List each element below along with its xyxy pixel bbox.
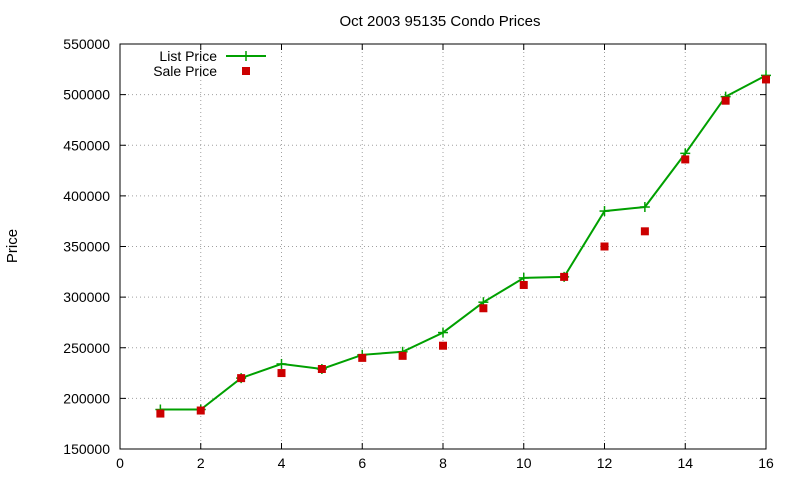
sale-price-point [237,374,246,383]
sale-price-point [560,272,569,281]
sale-price-point [398,351,407,360]
x-tick-label: 12 [597,455,613,471]
list-price-point [438,327,448,338]
legend-label: Sale Price [153,63,217,79]
y-tick-label: 400000 [63,188,110,204]
sale-price-point [519,280,528,289]
sale-price-point [156,409,165,418]
y-tick-label: 300000 [63,289,110,305]
sale-price-point [600,242,609,251]
sale-price-point [640,227,649,236]
list-price-point [599,206,610,217]
x-tick-label: 14 [677,455,693,471]
sale-price-point [479,304,488,313]
legend-label: List Price [159,48,217,64]
sale-price-point [196,406,205,415]
sale-price-point [277,369,286,378]
list-price-line [160,74,767,411]
y-tick-label: 350000 [63,239,110,255]
list-price-point [276,358,287,369]
sale-price-point [317,365,326,374]
x-tick-label: 16 [758,455,774,471]
x-tick-label: 8 [439,455,447,471]
chart-title: Oct 2003 95135 Condo Prices [340,13,541,30]
x-tick-label: 2 [197,455,205,471]
list-price-point [639,202,650,213]
sale-price-point [721,96,730,105]
legend-cross-swatch [241,51,251,61]
y-axis-label: Price [4,229,21,263]
y-tick-label: 150000 [63,441,110,457]
axis-ticks: 0 2 4 6 8 10 12 14 16 150000 200000 250000 300000 350… [63,36,774,471]
legend-square-swatch [242,67,250,75]
sale-price-point [762,75,770,84]
sale-price-point [439,341,447,350]
x-tick-label: 10 [516,455,532,471]
x-tick-label: 6 [358,455,366,471]
y-tick-label: 450000 [63,137,110,153]
sale-price-point [681,155,690,164]
x-tick-label: 0 [116,455,124,471]
y-tick-label: 500000 [63,87,110,103]
sale-price-point [358,353,367,362]
grid [120,44,766,449]
y-tick-label: 250000 [63,340,110,356]
y-tick-label: 200000 [63,390,110,406]
x-tick-label: 4 [278,455,286,471]
y-tick-label: 550000 [63,36,110,52]
series [155,70,771,418]
